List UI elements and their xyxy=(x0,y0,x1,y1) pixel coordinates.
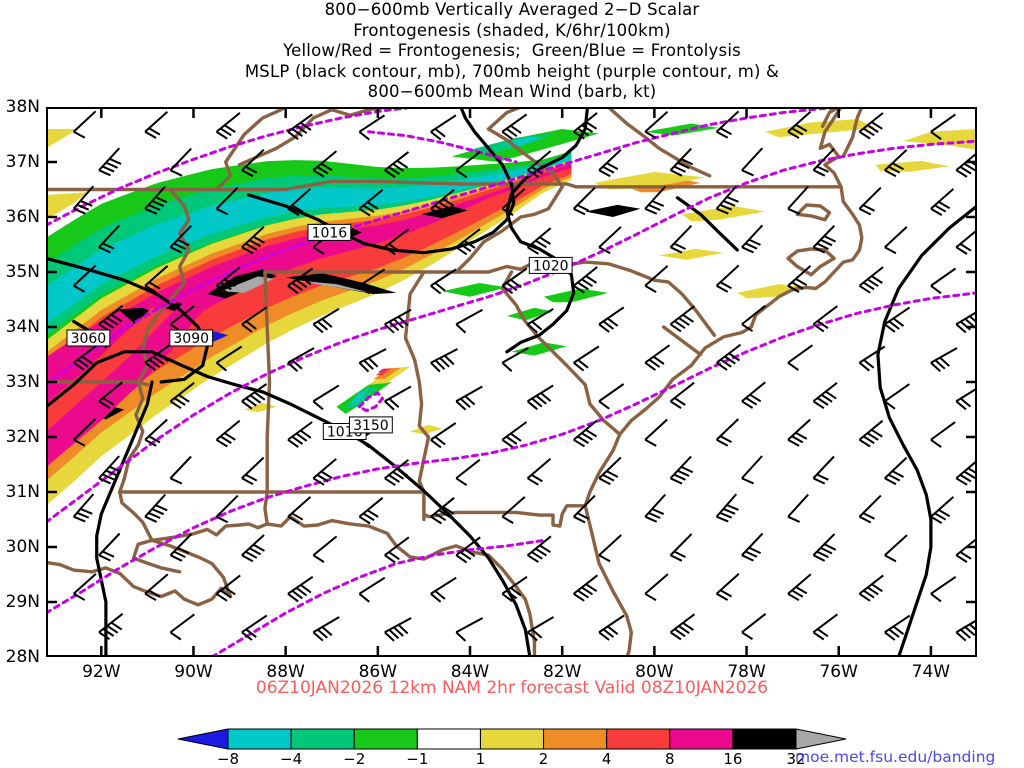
mslp-contour-label: 1020 xyxy=(533,258,569,274)
source-watermark: moe.met.fsu.edu/banding xyxy=(795,748,996,766)
lat-tick-label: 35N xyxy=(5,262,40,282)
lon-tick-label: 74W xyxy=(911,662,951,682)
colorbar-tick: −8 xyxy=(216,750,240,768)
lon-tick-label: 82W xyxy=(542,662,582,682)
lon-tick-label: 90W xyxy=(174,662,213,682)
lat-tick-label: 32N xyxy=(5,427,40,447)
mslp-contour-label: 1016 xyxy=(312,225,348,241)
lat-tick-label: 31N xyxy=(5,482,40,502)
lon-tick-label: 92W xyxy=(82,662,121,682)
height-contour-label: 3090 xyxy=(173,331,209,347)
wind-barbs xyxy=(72,110,977,642)
height-700mb-contours xyxy=(46,107,977,657)
axis-ticks xyxy=(46,107,977,657)
lat-tick-label: 36N xyxy=(5,207,40,227)
colorbar-tick: −2 xyxy=(343,750,366,768)
colorbar-tick: −4 xyxy=(280,750,303,768)
title-line-1: 800−600mb Vertically Averaged 2−D Scalar xyxy=(324,0,700,19)
lat-tick-label: 33N xyxy=(5,372,40,392)
figure-title: 800−600mb Vertically Averaged 2−D Scalar… xyxy=(0,0,1024,103)
lon-tick-label: 80W xyxy=(635,662,674,682)
colorbar-tick: 32 xyxy=(786,750,806,768)
lat-tick-label: 29N xyxy=(5,592,40,612)
lat-tick-label: 28N xyxy=(5,647,40,667)
lat-tick-label: 34N xyxy=(5,317,40,337)
colorbar: −8 −4 −2 −1 1 2 4 8 16 32 xyxy=(176,726,848,768)
forecast-caption: 06Z10JAN2026 12km NAM 2hr forecast Valid… xyxy=(255,678,769,698)
title-line-2: Frontogenesis (shaded, K/6hr/100km) xyxy=(353,20,671,40)
colorbar-tick: 1 xyxy=(475,750,486,768)
lat-tick-label: 30N xyxy=(5,537,40,557)
lon-tick-label: 84W xyxy=(450,662,490,682)
lat-tick-label: 37N xyxy=(5,152,40,172)
title-line-5: 800−600mb Mean Wind (barb, kt) xyxy=(367,82,657,101)
height-contour-label: 3150 xyxy=(353,418,389,434)
title-line-4: MSLP (black contour, mb), 700mb height (… xyxy=(244,61,780,81)
map-panel: 1016 1020 1016 3060 3090 3150 xyxy=(46,107,977,657)
title-line-3: Yellow/Red = Frontogenesis; Green/Blue =… xyxy=(283,41,741,60)
lon-tick-label: 88W xyxy=(266,662,305,682)
colorbar-tick: 16 xyxy=(723,750,743,768)
lon-tick-label: 78W xyxy=(727,662,766,682)
colorbar-tick: 2 xyxy=(538,750,549,768)
colorbar-swatches xyxy=(177,728,847,750)
height-contour-label: 3060 xyxy=(71,331,107,347)
colorbar-tick: 8 xyxy=(664,750,675,768)
lat-tick-label: 38N xyxy=(5,97,40,117)
lon-tick-label: 86W xyxy=(358,662,398,682)
colorbar-tick: 4 xyxy=(601,750,612,768)
colorbar-tick: −1 xyxy=(406,750,429,768)
lon-tick-label: 76W xyxy=(819,662,858,682)
